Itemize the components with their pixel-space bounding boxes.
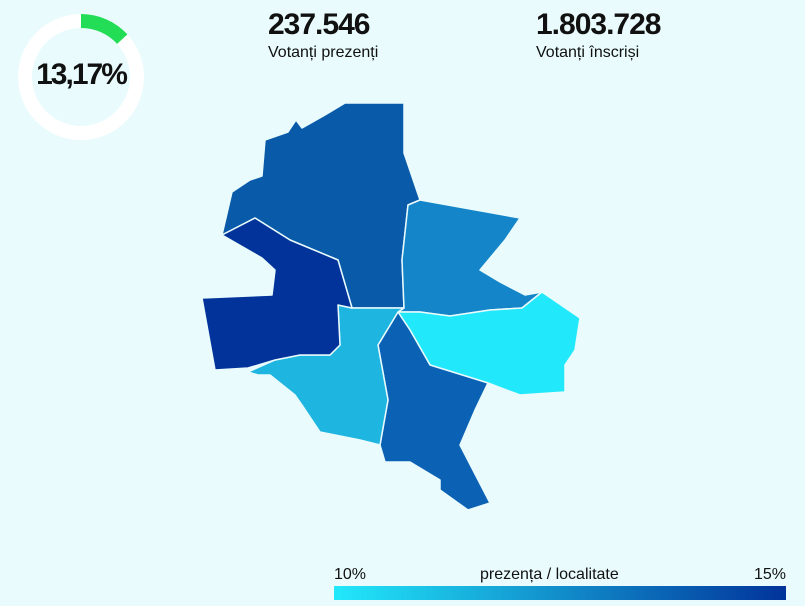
turnout-gauge: 13,17% (0, 0, 160, 160)
legend-min-label: 10% (334, 566, 367, 583)
legend-title: prezența / localitate (480, 566, 619, 583)
voters-present-label: Votanți prezenți (268, 44, 379, 61)
map-sector-2[interactable] (397, 199, 543, 317)
turnout-ring (18, 14, 144, 140)
stat-voters-registered: 1.803.728 Votanți înscriși (536, 8, 661, 62)
voters-present-value: 237.546 (268, 8, 370, 41)
legend-max-label: 15% (753, 566, 786, 583)
color-legend: 10% prezența / localitate 15% (334, 566, 786, 600)
voters-registered-label: Votanți înscriși (536, 44, 640, 61)
turnout-percent: 13,17% (36, 58, 128, 91)
turnout-ring-fill (18, 14, 144, 140)
map-sector-6[interactable] (201, 217, 353, 371)
stat-voters-present: 237.546 Votanți prezenți (268, 8, 378, 62)
voters-registered-value: 1.803.728 (536, 8, 661, 41)
legend-gradient-bar (334, 586, 786, 600)
